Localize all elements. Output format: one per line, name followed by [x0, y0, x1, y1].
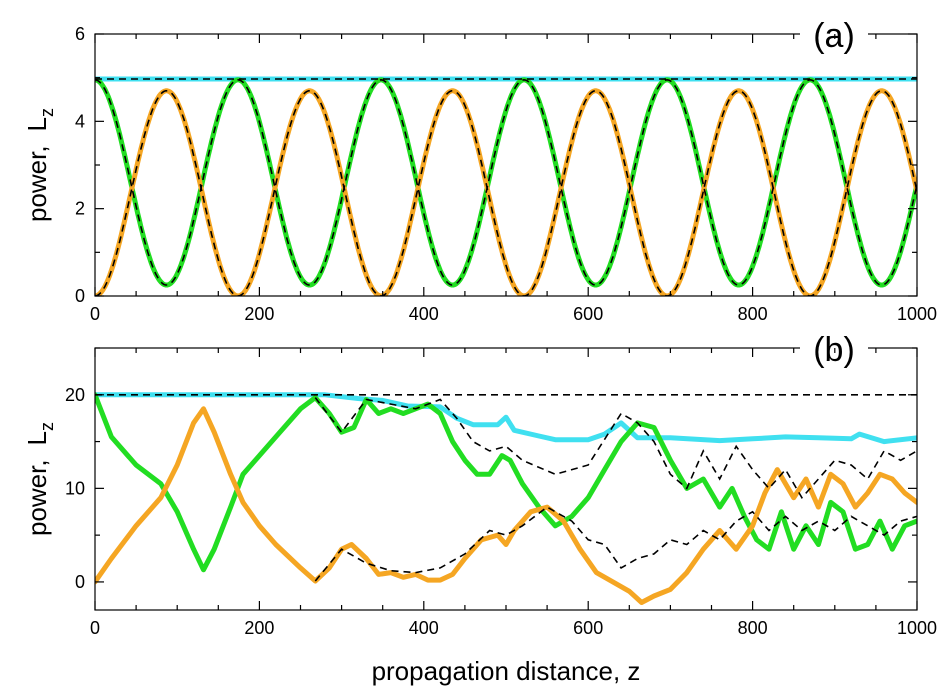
panel-b-ylabel-sub: z	[37, 422, 57, 431]
panel-b-reference-mode-1	[314, 397, 917, 500]
panel-a-ylabel: power, Lz	[22, 108, 57, 222]
panel-b-xtick-label: 800	[738, 618, 768, 638]
panel-b-frame	[94, 347, 918, 611]
panel-b: (b) 0 200 400 600 800 1000 0 10 20 power, Lz	[22, 328, 937, 638]
panel-b-ylabel-symbol: L	[22, 431, 52, 445]
panel-a-ytick-label: 4	[75, 111, 85, 131]
panel-a-ticks: 0 200 400 600 800 1000 0 2 4 6	[75, 24, 937, 324]
panel-a-xtick-label: 0	[90, 304, 100, 324]
panel-a-label: (a)	[813, 17, 855, 55]
panel-b-xtick-label: 200	[244, 618, 274, 638]
panel-a-xtick-label: 400	[409, 304, 439, 324]
panel-b-label-box	[800, 328, 868, 368]
panel-b-ylabel: power, Lz	[22, 422, 57, 536]
panel-a-ytick-label: 6	[75, 24, 85, 44]
panel-a-ytick-label: 2	[75, 199, 85, 219]
panel-a-ylabel-symbol: L	[22, 117, 52, 131]
panel-a-xtick-label: 800	[738, 304, 768, 324]
panel-b-ylabel-main: power,	[22, 459, 52, 536]
panel-a: (a) 0 200 400 600 800 1000 0 2 4 6 power, Lz	[22, 14, 937, 324]
panel-a-reference-mode-2	[95, 90, 917, 296]
panel-b-ytick-label: 10	[65, 478, 85, 498]
panel-b-label: (b)	[813, 331, 855, 369]
panel-a-xtick-label: 200	[244, 304, 274, 324]
panel-b-xtick-label: 600	[573, 618, 603, 638]
panel-b-plot-area	[95, 392, 917, 605]
panel-b-reference-mode-2	[314, 506, 917, 582]
panel-a-label-box	[800, 14, 868, 54]
panel-a-xtick-label: 600	[573, 304, 603, 324]
panel-b-xtick-label: 1000	[897, 618, 937, 638]
panel-b-ytick-label: 0	[75, 572, 85, 592]
panel-b-series-mode-2	[95, 406, 917, 605]
panel-a-ytick-label: 0	[75, 286, 85, 306]
panel-b-xtick-label: 400	[409, 618, 439, 638]
panel-b-ticks: 0 200 400 600 800 1000 0 10 20	[65, 347, 937, 638]
panel-a-ylabel-main: power,	[22, 145, 52, 222]
panel-a-ylabel-sub: z	[37, 108, 57, 117]
panel-b-ytick-label: 20	[65, 385, 85, 405]
panel-a-xtick-label: 1000	[897, 304, 937, 324]
panel-a-plot-area	[95, 76, 917, 296]
panel-b-series-Lz	[95, 392, 917, 445]
x-axis-title: propagation distance, z	[372, 656, 641, 686]
panel-a-reference-mode-1	[95, 78, 917, 286]
panel-b-series-mode-1	[95, 392, 917, 573]
panel-b-xtick-label: 0	[90, 618, 100, 638]
